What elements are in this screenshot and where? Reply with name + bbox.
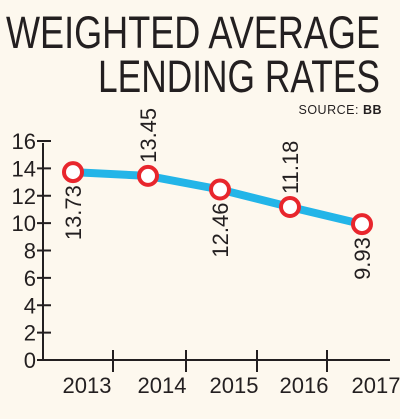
y-tick-label: 8 <box>24 239 36 264</box>
data-point-2014 <box>137 164 159 187</box>
data-label-2016: 11.18 <box>278 141 303 194</box>
data-label-2015: 12.46 <box>208 203 233 258</box>
source-name: BB <box>363 103 382 117</box>
data-point-2017 <box>351 213 373 236</box>
data-labels: 13.73 13.45 12.46 11.18 9.93 <box>61 108 375 280</box>
data-markers <box>62 161 373 236</box>
y-tick-label: 16 <box>12 129 36 154</box>
data-label-2017: 9.93 <box>350 237 375 280</box>
chart-title-line-1: WEIGHTED AVERAGE <box>6 7 380 58</box>
x-tick-label: 2015 <box>210 373 259 398</box>
data-point-2013 <box>62 161 84 184</box>
data-point-2015 <box>209 178 231 201</box>
y-tick-label: 10 <box>12 211 36 236</box>
source-prefix: SOURCE: <box>299 103 363 117</box>
x-tick-label: 2013 <box>63 373 112 398</box>
x-tick-label: 2016 <box>280 373 329 398</box>
x-tick-label: 2017 <box>352 373 400 398</box>
x-axis-ticks: 2013 2014 2015 2016 2017 <box>63 350 400 398</box>
y-tick-label: 4 <box>24 293 36 318</box>
y-tick-label: 6 <box>24 266 36 291</box>
x-tick-label: 2014 <box>138 373 187 398</box>
data-label-2014: 13.45 <box>136 108 161 163</box>
chart-title-line-2: LENDING RATES <box>98 51 380 102</box>
y-tick-label: 0 <box>24 348 36 373</box>
y-tick-label: 12 <box>12 184 36 209</box>
data-label-2013: 13.73 <box>61 185 86 240</box>
y-tick-label: 2 <box>24 321 36 346</box>
data-point-2016 <box>279 196 301 218</box>
source-note: SOURCE: BB <box>299 103 383 117</box>
y-tick-label: 14 <box>12 156 36 181</box>
